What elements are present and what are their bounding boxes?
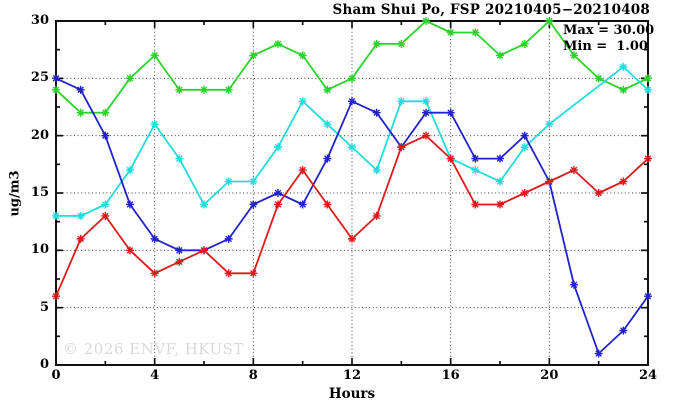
min-annotation: Min = 1.00 [563,38,648,54]
y-tick-label: 20 [30,127,49,143]
x-axis-label: Hours [328,386,376,402]
chart-title: Sham Shui Po, FSP 20210405−20210408 [332,2,650,18]
red-series-markers [52,131,652,301]
cyan-series-line [56,66,649,217]
x-tick-label: 24 [638,368,658,383]
y-tick-label: 0 [39,357,49,372]
y-tick-label: 30 [30,13,49,28]
x-tick-label: 12 [342,368,362,383]
y-tick-label: 15 [30,185,49,200]
x-tick-label: 20 [540,368,559,383]
blue-series-markers [52,74,652,358]
max-annotation: Max = 30.00 [563,23,655,38]
max-min-annotation: Max = 30.00 Min = 1.00 [563,23,654,54]
watermark: © 2026 ENVF, HKUST [63,340,244,358]
x-tick-label: 16 [441,368,460,383]
y-tick-label: 10 [30,242,49,258]
y-tick-label: 25 [30,70,49,86]
cyan-series-markers [52,62,652,220]
green-series-markers [52,17,652,117]
x-tick-label: 4 [150,368,160,383]
x-tick-label: 0 [51,368,61,383]
x-tick-label: 8 [248,368,258,383]
y-tick-label: 5 [39,299,49,315]
